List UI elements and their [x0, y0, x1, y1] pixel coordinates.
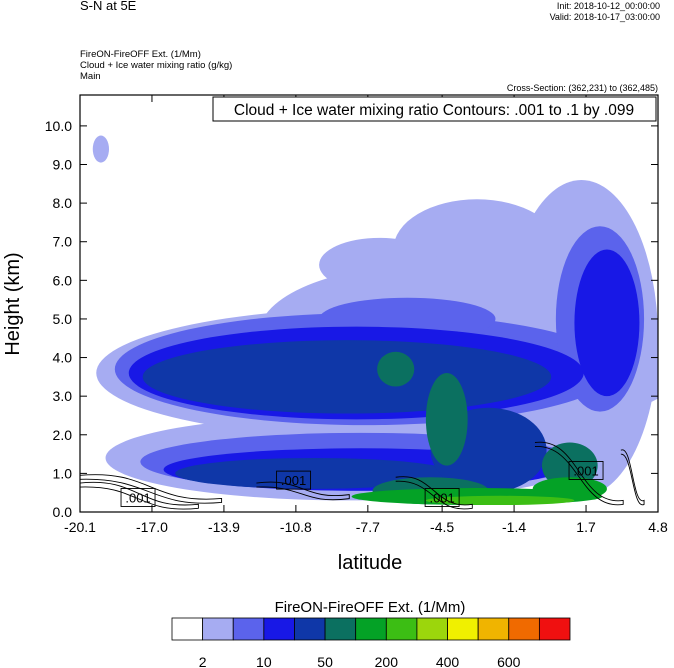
x-axis-label: latitude	[338, 552, 403, 574]
x-tick-label: -20.1	[64, 519, 96, 535]
x-tick-label: -10.8	[280, 519, 312, 535]
x-tick-label: -1.4	[502, 519, 526, 535]
contour-line	[395, 476, 473, 510]
colorbar-swatch	[447, 617, 479, 641]
contour-lines	[80, 441, 645, 510]
x-tick-label: -17.0	[136, 519, 168, 535]
colorbar-label: 400	[436, 654, 460, 668]
valid-time: Valid: 2018-10-17_03:00:00	[549, 12, 660, 22]
colorbar-swatch	[324, 617, 357, 641]
colorbar-label: 2	[199, 654, 207, 668]
x-tick-label: -7.7	[356, 519, 380, 535]
colorbar-swatch	[232, 617, 265, 641]
shaded-region-level-7	[425, 495, 575, 506]
y-tick-label: 10.0	[45, 118, 72, 134]
colorbar-swatch	[263, 617, 295, 641]
y-axis-label: Height (km)	[2, 252, 24, 355]
contour-label-group: .001 .001 .001 .001	[120, 461, 604, 507]
contour-label-box	[568, 461, 604, 480]
colorbar-swatch	[538, 617, 571, 641]
field-label-2: Cloud + Ice water mixing ratio (g/kg)	[80, 60, 233, 71]
shaded-region-level-4	[142, 340, 552, 414]
shaded-region-level-5	[425, 373, 468, 466]
contour-label-box	[276, 470, 312, 490]
contour-line	[620, 449, 645, 505]
y-tick-label: 0.0	[53, 504, 73, 520]
contour-label-box	[120, 488, 156, 507]
field-label-1: FireON-FireOFF Ext. (1/Mm)	[80, 49, 201, 60]
x-tick-label: -13.9	[208, 519, 240, 535]
contour-label: .001	[281, 473, 306, 488]
y-tick-label: 8.0	[53, 195, 73, 211]
shaded-region-level-1	[319, 237, 440, 292]
shaded-field	[92, 135, 658, 506]
colorbar-label: 200	[375, 654, 399, 668]
shaded-region-level-4	[175, 457, 454, 489]
y-tick-label: 3.0	[53, 388, 73, 404]
y-tick-label: 9.0	[53, 157, 73, 173]
x-tick-label: 4.8	[648, 519, 668, 535]
colorbar-swatch	[508, 617, 540, 641]
y-axis: 0.0 1.0 2.0 3.0 4.0 5.0 6.0 7.0 8.0 9.0 10.0	[45, 118, 658, 520]
plot-frame	[79, 94, 659, 513]
contour-line	[80, 474, 223, 504]
colorbar-swatch	[202, 617, 234, 641]
x-axis: -20.1 -17.0 -13.9 -10.8 -7.7 -4.5 -1.4 1.7 4.8	[64, 95, 668, 535]
init-time: Init: 2018-10-12_00:00:00	[556, 1, 660, 11]
field-label-3: Main	[80, 71, 101, 82]
contour-line	[80, 481, 199, 510]
colorbar-swatch	[385, 617, 418, 641]
chart-title: Cloud + Ice water mixing ratio Contours:…	[234, 102, 634, 119]
contour-label: .001	[573, 463, 598, 478]
colorbar-title: FireON-FireOFF Ext. (1/Mm)	[275, 599, 466, 616]
colorbar-swatch	[477, 617, 510, 641]
y-tick-label: 2.0	[53, 427, 73, 443]
colorbar-swatch	[355, 617, 387, 641]
shaded-region-level-1	[92, 135, 110, 163]
section-title: S-N at 5E	[80, 0, 137, 13]
contour-label: .001	[125, 490, 150, 505]
colorbar-label: 600	[497, 654, 521, 668]
shaded-region-level-5	[377, 351, 415, 387]
contour-line	[534, 441, 624, 506]
y-tick-label: 5.0	[53, 311, 73, 327]
colorbar-swatch	[416, 617, 448, 641]
shaded-region-level-6	[532, 477, 607, 501]
y-tick-label: 1.0	[53, 465, 73, 481]
x-tick-label: -4.5	[430, 519, 454, 535]
colorbar-swatch	[294, 617, 326, 641]
contour-label: .001	[429, 490, 454, 505]
y-tick-label: 6.0	[53, 272, 73, 288]
y-tick-label: 4.0	[53, 350, 73, 366]
colorbar: 2 10 50 200 400 600	[171, 617, 571, 668]
cross-section-label: Cross-Section: (362,231) to (362,485)	[506, 83, 658, 93]
contour-info-box	[212, 96, 657, 122]
contour-line	[256, 481, 350, 501]
shaded-region-level-3	[574, 249, 640, 397]
colorbar-swatch	[171, 617, 204, 641]
y-tick-label: 7.0	[53, 234, 73, 250]
colorbar-label: 10	[256, 654, 272, 668]
colorbar-label: 50	[317, 654, 333, 668]
x-tick-label: 1.7	[576, 519, 596, 535]
